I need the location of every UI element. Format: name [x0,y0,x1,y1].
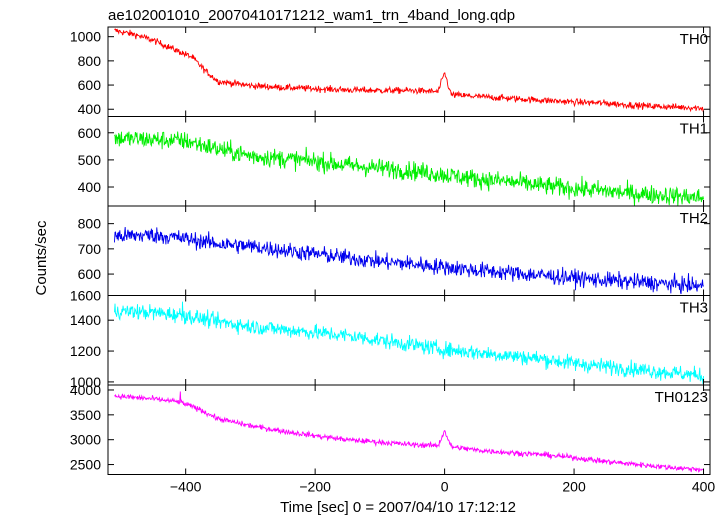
y-tick-label: 600 [78,77,102,93]
y-tick-label: 600 [78,125,102,141]
y-tick-label: 1600 [70,288,101,304]
panel-label: TH1 [680,121,708,138]
y-tick-label: 800 [78,216,102,232]
panel-label: TH3 [680,300,708,317]
y-tick-label: 1000 [70,374,101,390]
y-tick-label: 4000 [70,382,101,398]
y-tick-label: 1200 [70,343,101,359]
panel-th3: 1000 1200 1400 1600 TH3 [70,288,711,390]
panel-th1: 400 500 600 TH1 [78,116,711,207]
series-th1 [114,131,704,206]
x-tick-label: 200 [562,479,586,495]
y-tick-label: 400 [78,101,102,117]
x-tick-label: 400 [692,479,716,495]
panel-th0: 400 600 800 1000 TH0 [70,26,711,117]
y-tick-label: 1000 [70,29,101,45]
series-th0 [114,28,704,113]
x-tick-label: −400 [170,479,202,495]
y-tick-label: 700 [78,241,102,257]
panel-label: TH0 [680,31,708,48]
panel-th2: 600 700 800 TH2 [78,205,711,296]
y-tick-label: 600 [78,266,102,282]
series-th2 [114,226,704,295]
panel-label: TH0123 [655,389,708,406]
y-tick-label: 800 [78,53,102,69]
y-tick-label: 2500 [70,457,101,473]
panel-frame [107,26,711,117]
y-tick-label: 3000 [70,432,101,448]
series-th3 [114,301,704,385]
x-tick-label: 0 [441,479,449,495]
panel-frame [107,205,711,296]
x-axis-label: Time [sec] 0 = 2007/04/10 17:12:12 [280,499,516,516]
panel-label: TH2 [680,210,708,227]
panels-layer: 400 600 800 1000 TH0 400 500 600 TH1 600 700 800 TH2… [70,26,716,495]
y-tick-label: 3500 [70,407,101,423]
y-axis-label: Counts/sec [33,220,50,296]
y-tick-label: 500 [78,152,102,168]
y-tick-label: 400 [78,179,102,195]
panel-frame [107,384,711,475]
y-tick-label: 1400 [70,312,101,328]
chart-title: ae102001010_20070410171212_wam1_trn_4ban… [108,7,515,24]
panel-th0123: 2500 3000 3500 4000 TH0123 [70,382,711,475]
x-tick-label: −200 [299,479,331,495]
series-th0123 [114,391,704,473]
